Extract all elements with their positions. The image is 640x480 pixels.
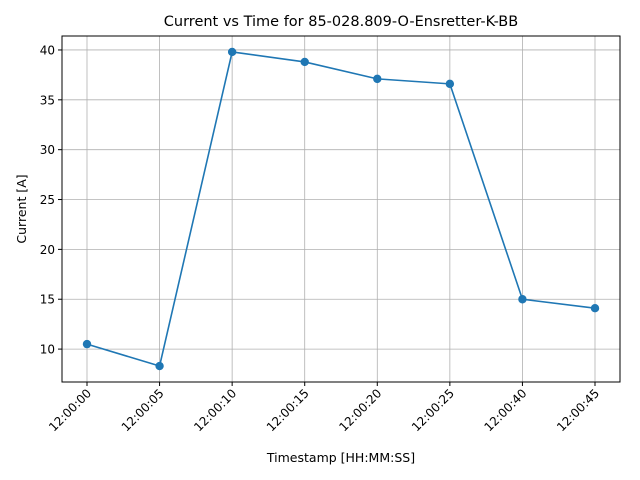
chart-title: Current vs Time for 85-028.809-O-Ensrett… bbox=[164, 14, 518, 30]
plot-frame bbox=[61, 35, 621, 383]
data-point bbox=[445, 79, 455, 89]
y-tick-label: 25 bbox=[40, 193, 55, 207]
y-tick-label: 10 bbox=[40, 343, 55, 357]
data-point bbox=[373, 74, 382, 84]
data-point bbox=[300, 57, 309, 67]
data-point bbox=[227, 47, 237, 57]
y-tick-label: 35 bbox=[40, 93, 55, 107]
y-tick-label: 40 bbox=[40, 43, 55, 57]
data-point bbox=[590, 304, 600, 313]
y-axis-label: Current [A] bbox=[14, 174, 29, 243]
y-tick-label: 30 bbox=[40, 143, 55, 157]
data-point bbox=[518, 295, 527, 304]
series-layer bbox=[82, 47, 600, 371]
series-line bbox=[86, 51, 596, 367]
x-axis-label: Timestamp [HH:MM:SS] bbox=[266, 450, 415, 465]
y-tick-label: 15 bbox=[40, 293, 55, 307]
data-point bbox=[82, 339, 92, 349]
y-tick-label: 20 bbox=[40, 243, 55, 257]
data-point bbox=[155, 361, 164, 371]
